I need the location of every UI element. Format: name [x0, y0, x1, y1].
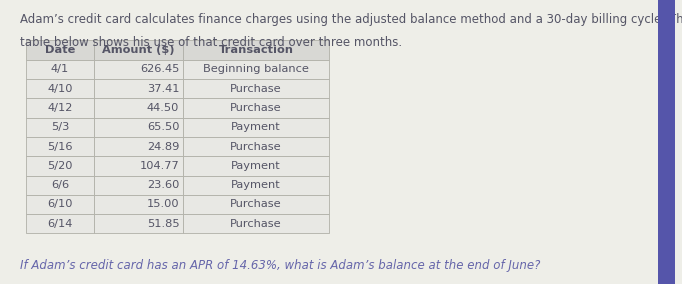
Text: 5/20: 5/20: [47, 161, 73, 171]
Bar: [94, 98, 183, 118]
Bar: [94, 176, 183, 195]
Text: 65.50: 65.50: [147, 122, 179, 132]
Bar: [26, 176, 94, 195]
Bar: [183, 137, 329, 156]
Bar: [183, 60, 329, 79]
Text: Purchase: Purchase: [231, 199, 282, 210]
Bar: [26, 60, 94, 79]
Text: Payment: Payment: [231, 122, 281, 132]
Bar: [183, 40, 329, 60]
Bar: [26, 98, 94, 118]
Text: Adam’s credit card calculates finance charges using the adjusted balance method : Adam’s credit card calculates finance ch…: [20, 13, 682, 26]
Text: Purchase: Purchase: [231, 141, 282, 152]
Text: 6/14: 6/14: [47, 219, 73, 229]
Text: Purchase: Purchase: [231, 83, 282, 94]
Bar: [26, 195, 94, 214]
Text: Purchase: Purchase: [231, 103, 282, 113]
Bar: [183, 118, 329, 137]
Text: 6/10: 6/10: [47, 199, 73, 210]
Text: 104.77: 104.77: [140, 161, 179, 171]
Bar: [94, 79, 183, 98]
Text: 51.85: 51.85: [147, 219, 179, 229]
Text: 626.45: 626.45: [140, 64, 179, 74]
Text: table below shows his use of that credit card over three months.: table below shows his use of that credit…: [20, 36, 402, 49]
Bar: [26, 118, 94, 137]
Bar: [26, 214, 94, 233]
Text: Transaction: Transaction: [219, 45, 293, 55]
Text: Payment: Payment: [231, 180, 281, 190]
Text: 4/10: 4/10: [47, 83, 73, 94]
Text: Purchase: Purchase: [231, 219, 282, 229]
Text: 23.60: 23.60: [147, 180, 179, 190]
Text: 4/12: 4/12: [47, 103, 73, 113]
Bar: [183, 79, 329, 98]
Text: 4/1: 4/1: [51, 64, 69, 74]
Bar: [183, 176, 329, 195]
Text: Amount ($): Amount ($): [102, 45, 175, 55]
Text: 5/3: 5/3: [51, 122, 69, 132]
Bar: [658, 0, 675, 284]
Bar: [26, 40, 94, 60]
Bar: [94, 156, 183, 176]
Text: 6/6: 6/6: [51, 180, 69, 190]
Bar: [183, 214, 329, 233]
Bar: [94, 40, 183, 60]
Bar: [183, 156, 329, 176]
Text: Date: Date: [45, 45, 75, 55]
Text: 5/16: 5/16: [47, 141, 73, 152]
Text: 44.50: 44.50: [147, 103, 179, 113]
Bar: [94, 137, 183, 156]
Text: Beginning balance: Beginning balance: [203, 64, 309, 74]
Bar: [183, 195, 329, 214]
Bar: [183, 98, 329, 118]
Text: 15.00: 15.00: [147, 199, 179, 210]
Bar: [94, 214, 183, 233]
Bar: [94, 195, 183, 214]
Text: 24.89: 24.89: [147, 141, 179, 152]
Text: 37.41: 37.41: [147, 83, 179, 94]
Bar: [94, 118, 183, 137]
Bar: [26, 156, 94, 176]
Text: Payment: Payment: [231, 161, 281, 171]
Bar: [26, 79, 94, 98]
Text: If Adam’s credit card has an APR of 14.63%, what is Adam’s balance at the end of: If Adam’s credit card has an APR of 14.6…: [20, 259, 541, 272]
Bar: [94, 60, 183, 79]
Bar: [26, 137, 94, 156]
